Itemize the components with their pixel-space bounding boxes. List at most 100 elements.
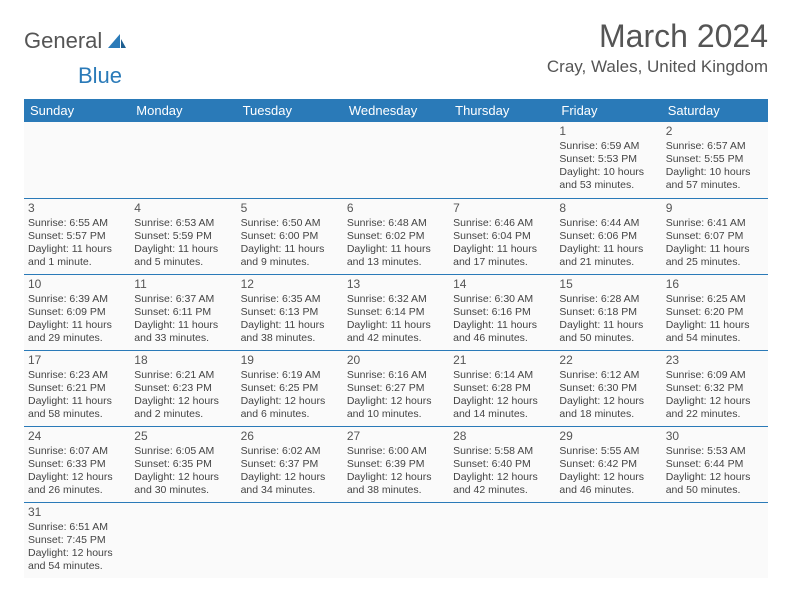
- sunset-text: Sunset: 6:21 PM: [28, 382, 126, 395]
- sunrise-text: Sunrise: 6:00 AM: [347, 445, 445, 458]
- calendar-table: Sunday Monday Tuesday Wednesday Thursday…: [24, 99, 768, 578]
- sunset-text: Sunset: 6:04 PM: [453, 230, 551, 243]
- sunset-text: Sunset: 6:44 PM: [666, 458, 764, 471]
- sunrise-text: Sunrise: 6:37 AM: [134, 293, 232, 306]
- calendar-cell: 12Sunrise: 6:35 AMSunset: 6:13 PMDayligh…: [237, 274, 343, 350]
- daylight-text: Daylight: 11 hours and 58 minutes.: [28, 395, 126, 421]
- day-number: 26: [241, 429, 339, 444]
- calendar-cell: [237, 122, 343, 198]
- sunrise-text: Sunrise: 6:39 AM: [28, 293, 126, 306]
- daylight-text: Daylight: 11 hours and 38 minutes.: [241, 319, 339, 345]
- day-number: 28: [453, 429, 551, 444]
- day-number: 11: [134, 277, 232, 292]
- day-number: 31: [28, 505, 126, 520]
- sunrise-text: Sunrise: 6:07 AM: [28, 445, 126, 458]
- calendar-cell: 23Sunrise: 6:09 AMSunset: 6:32 PMDayligh…: [662, 350, 768, 426]
- daylight-text: Daylight: 12 hours and 46 minutes.: [559, 471, 657, 497]
- sunrise-text: Sunrise: 6:16 AM: [347, 369, 445, 382]
- sunrise-text: Sunrise: 6:35 AM: [241, 293, 339, 306]
- col-sunday: Sunday: [24, 99, 130, 122]
- daylight-text: Daylight: 12 hours and 14 minutes.: [453, 395, 551, 421]
- day-number: 9: [666, 201, 764, 216]
- daylight-text: Daylight: 11 hours and 9 minutes.: [241, 243, 339, 269]
- sunrise-text: Sunrise: 5:55 AM: [559, 445, 657, 458]
- calendar-row: 10Sunrise: 6:39 AMSunset: 6:09 PMDayligh…: [24, 274, 768, 350]
- sunset-text: Sunset: 6:32 PM: [666, 382, 764, 395]
- sunrise-text: Sunrise: 5:58 AM: [453, 445, 551, 458]
- calendar-cell: 14Sunrise: 6:30 AMSunset: 6:16 PMDayligh…: [449, 274, 555, 350]
- day-number: 17: [28, 353, 126, 368]
- day-number: 10: [28, 277, 126, 292]
- calendar-cell: 30Sunrise: 5:53 AMSunset: 6:44 PMDayligh…: [662, 426, 768, 502]
- day-number: 5: [241, 201, 339, 216]
- calendar-cell: [237, 502, 343, 578]
- day-number: 18: [134, 353, 232, 368]
- calendar-row: 31Sunrise: 6:51 AMSunset: 7:45 PMDayligh…: [24, 502, 768, 578]
- calendar-cell: 9Sunrise: 6:41 AMSunset: 6:07 PMDaylight…: [662, 198, 768, 274]
- daylight-text: Daylight: 12 hours and 30 minutes.: [134, 471, 232, 497]
- calendar-cell: [343, 502, 449, 578]
- calendar-row: 24Sunrise: 6:07 AMSunset: 6:33 PMDayligh…: [24, 426, 768, 502]
- sunrise-text: Sunrise: 6:57 AM: [666, 140, 764, 153]
- sunset-text: Sunset: 6:42 PM: [559, 458, 657, 471]
- daylight-text: Daylight: 11 hours and 46 minutes.: [453, 319, 551, 345]
- col-tuesday: Tuesday: [237, 99, 343, 122]
- daylight-text: Daylight: 12 hours and 54 minutes.: [28, 547, 126, 573]
- sunset-text: Sunset: 6:00 PM: [241, 230, 339, 243]
- sunrise-text: Sunrise: 6:41 AM: [666, 217, 764, 230]
- calendar-cell: 26Sunrise: 6:02 AMSunset: 6:37 PMDayligh…: [237, 426, 343, 502]
- day-number: 13: [347, 277, 445, 292]
- calendar-cell: [449, 502, 555, 578]
- sunrise-text: Sunrise: 6:25 AM: [666, 293, 764, 306]
- sunset-text: Sunset: 6:09 PM: [28, 306, 126, 319]
- daylight-text: Daylight: 11 hours and 33 minutes.: [134, 319, 232, 345]
- calendar-row: 17Sunrise: 6:23 AMSunset: 6:21 PMDayligh…: [24, 350, 768, 426]
- calendar-cell: [343, 122, 449, 198]
- month-title: March 2024: [547, 18, 768, 55]
- col-thursday: Thursday: [449, 99, 555, 122]
- calendar-cell: 17Sunrise: 6:23 AMSunset: 6:21 PMDayligh…: [24, 350, 130, 426]
- calendar-cell: 11Sunrise: 6:37 AMSunset: 6:11 PMDayligh…: [130, 274, 236, 350]
- day-number: 24: [28, 429, 126, 444]
- day-number: 23: [666, 353, 764, 368]
- sunset-text: Sunset: 5:55 PM: [666, 153, 764, 166]
- daylight-text: Daylight: 11 hours and 29 minutes.: [28, 319, 126, 345]
- day-number: 16: [666, 277, 764, 292]
- calendar-cell: 22Sunrise: 6:12 AMSunset: 6:30 PMDayligh…: [555, 350, 661, 426]
- logo-sail-icon: [106, 32, 128, 50]
- calendar-cell: 6Sunrise: 6:48 AMSunset: 6:02 PMDaylight…: [343, 198, 449, 274]
- daylight-text: Daylight: 11 hours and 13 minutes.: [347, 243, 445, 269]
- calendar-cell: 18Sunrise: 6:21 AMSunset: 6:23 PMDayligh…: [130, 350, 236, 426]
- sunset-text: Sunset: 6:06 PM: [559, 230, 657, 243]
- col-monday: Monday: [130, 99, 236, 122]
- daylight-text: Daylight: 11 hours and 21 minutes.: [559, 243, 657, 269]
- calendar-cell: [130, 502, 236, 578]
- logo-text-2: Blue: [78, 63, 122, 89]
- daylight-text: Daylight: 11 hours and 25 minutes.: [666, 243, 764, 269]
- calendar-cell: 29Sunrise: 5:55 AMSunset: 6:42 PMDayligh…: [555, 426, 661, 502]
- sunrise-text: Sunrise: 6:59 AM: [559, 140, 657, 153]
- calendar-cell: 10Sunrise: 6:39 AMSunset: 6:09 PMDayligh…: [24, 274, 130, 350]
- sunrise-text: Sunrise: 6:51 AM: [28, 521, 126, 534]
- sunrise-text: Sunrise: 6:19 AM: [241, 369, 339, 382]
- calendar-cell: 4Sunrise: 6:53 AMSunset: 5:59 PMDaylight…: [130, 198, 236, 274]
- sunrise-text: Sunrise: 6:48 AM: [347, 217, 445, 230]
- daylight-text: Daylight: 10 hours and 53 minutes.: [559, 166, 657, 192]
- sunrise-text: Sunrise: 6:44 AM: [559, 217, 657, 230]
- calendar-body: 1Sunrise: 6:59 AMSunset: 5:53 PMDaylight…: [24, 122, 768, 578]
- day-number: 21: [453, 353, 551, 368]
- sunrise-text: Sunrise: 6:14 AM: [453, 369, 551, 382]
- calendar-cell: 27Sunrise: 6:00 AMSunset: 6:39 PMDayligh…: [343, 426, 449, 502]
- calendar-cell: 24Sunrise: 6:07 AMSunset: 6:33 PMDayligh…: [24, 426, 130, 502]
- daylight-text: Daylight: 12 hours and 22 minutes.: [666, 395, 764, 421]
- calendar-cell: 25Sunrise: 6:05 AMSunset: 6:35 PMDayligh…: [130, 426, 236, 502]
- calendar-cell: [449, 122, 555, 198]
- day-number: 19: [241, 353, 339, 368]
- sunset-text: Sunset: 6:28 PM: [453, 382, 551, 395]
- sunrise-text: Sunrise: 6:05 AM: [134, 445, 232, 458]
- calendar-cell: 13Sunrise: 6:32 AMSunset: 6:14 PMDayligh…: [343, 274, 449, 350]
- sunrise-text: Sunrise: 6:32 AM: [347, 293, 445, 306]
- daylight-text: Daylight: 10 hours and 57 minutes.: [666, 166, 764, 192]
- sunset-text: Sunset: 6:02 PM: [347, 230, 445, 243]
- day-number: 20: [347, 353, 445, 368]
